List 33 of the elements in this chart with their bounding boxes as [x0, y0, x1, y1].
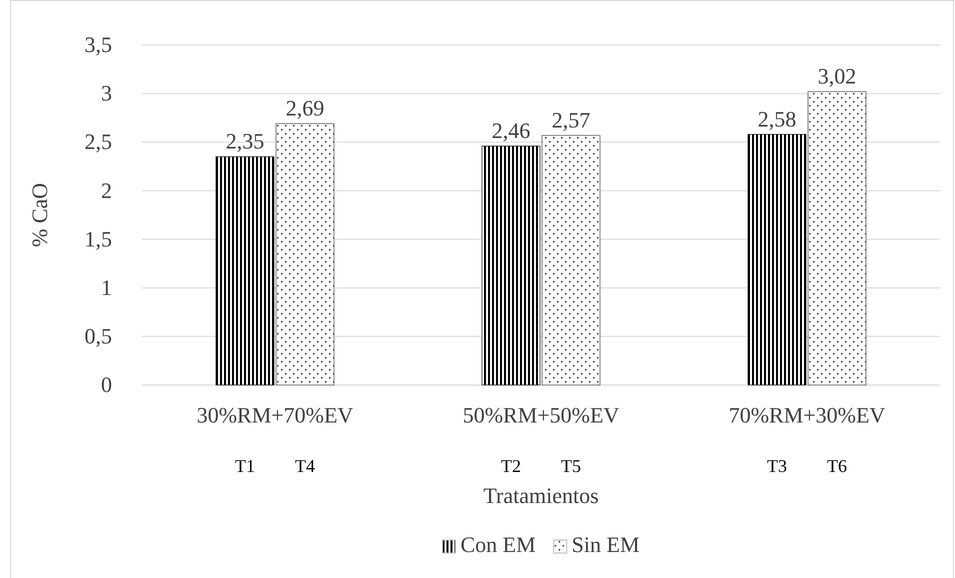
x-tick-label: 50%RM+50%EV: [462, 402, 620, 428]
data-label: 2,69: [286, 96, 324, 121]
y-tick-label: 3: [101, 80, 112, 106]
y-tick-label: 1: [101, 274, 112, 300]
x-tick-label: 70%RM+30%EV: [728, 402, 886, 428]
y-tick-label: 3,5: [84, 32, 112, 58]
text: T6: [827, 456, 847, 476]
y-tick-label: 1,5: [84, 226, 112, 252]
bar: [276, 123, 334, 386]
bar: [808, 91, 866, 386]
text: T5: [561, 456, 581, 476]
data-label: 3,02: [818, 64, 856, 89]
legend-label: Sin EM: [572, 532, 640, 557]
text: T3: [767, 456, 787, 476]
text: T4: [295, 456, 315, 476]
x-axis-title: Tratamientos: [483, 483, 599, 508]
y-tick-label: 2: [101, 178, 112, 203]
bar: [748, 134, 806, 386]
text: T2: [501, 456, 521, 476]
y-tick-label: 2,5: [84, 129, 112, 154]
y-tick-label: 0: [101, 372, 112, 398]
x-tick-label: 30%RM+70%EV: [196, 402, 354, 428]
y-axis-title: % CaO: [27, 182, 52, 248]
bar: [482, 146, 540, 386]
data-label: 2,57: [552, 107, 590, 132]
data-label: 2,35: [226, 128, 264, 154]
legend-label: Con EM: [460, 532, 536, 557]
bar: [542, 135, 600, 386]
data-label: 2,58: [758, 106, 796, 132]
y-tick-label: 0,5: [84, 323, 112, 348]
bar: [216, 156, 274, 386]
data-label: 2,46: [492, 118, 530, 144]
text: T1: [235, 456, 255, 476]
